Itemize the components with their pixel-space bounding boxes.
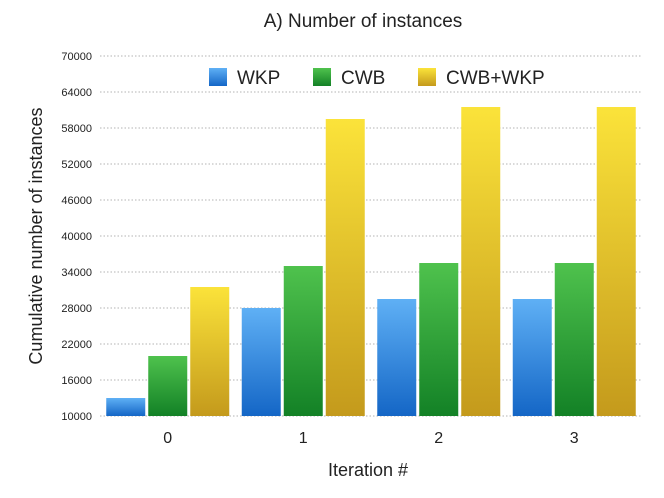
bar-wkp-iter-1	[241, 308, 281, 416]
bar-cwb-wkp-iter-0	[190, 287, 230, 416]
y-tick-label: 16000	[61, 375, 92, 387]
x-tick-label: 2	[434, 430, 443, 447]
x-axis-ticks: 0 1 2 3	[163, 430, 579, 447]
legend-label: CWB+WKP	[446, 68, 545, 89]
y-tick-label: 64000	[61, 87, 92, 99]
chart-title: A) Number of instances	[264, 11, 463, 32]
y-tick-label: 58000	[61, 123, 92, 135]
bar-wkp-iter-2	[377, 299, 417, 416]
legend-swatch	[418, 68, 436, 86]
x-tick-label: 0	[163, 430, 172, 447]
legend-label: CWB	[341, 68, 385, 89]
bar-cwb-iter-2	[419, 263, 459, 416]
y-tick-label: 52000	[61, 159, 92, 171]
y-tick-label: 46000	[61, 195, 92, 207]
bar-cwb-iter-1	[283, 266, 323, 416]
x-axis-title: Iteration #	[328, 460, 408, 480]
legend-swatch	[313, 68, 331, 86]
y-tick-label: 34000	[61, 267, 92, 279]
y-axis-title: Cumulative number of instances	[26, 107, 46, 364]
y-tick-label: 28000	[61, 303, 92, 315]
x-tick-label: 3	[570, 430, 579, 447]
y-axis-ticks: 10000 16000 22000 28000 34000 40000 46000 52000…	[61, 51, 92, 423]
bar-cwb-iter-0	[148, 356, 188, 416]
legend-swatch	[209, 68, 227, 86]
bar-cwb-wkp-iter-1	[325, 119, 365, 416]
bar-wkp-iter-0	[106, 398, 146, 416]
bar-cwb-iter-3	[554, 263, 594, 416]
bars	[106, 107, 636, 416]
legend-label: WKP	[237, 68, 280, 89]
x-tick-label: 1	[299, 430, 308, 447]
y-tick-label: 40000	[61, 231, 92, 243]
y-tick-label: 70000	[61, 51, 92, 63]
bar-wkp-iter-3	[512, 299, 552, 416]
bar-cwb-wkp-iter-2	[461, 107, 501, 416]
y-tick-label: 22000	[61, 339, 92, 351]
bar-cwb-wkp-iter-3	[596, 107, 636, 416]
y-tick-label: 10000	[61, 411, 92, 423]
legend: WKP CWB CWB+WKP	[209, 68, 545, 89]
